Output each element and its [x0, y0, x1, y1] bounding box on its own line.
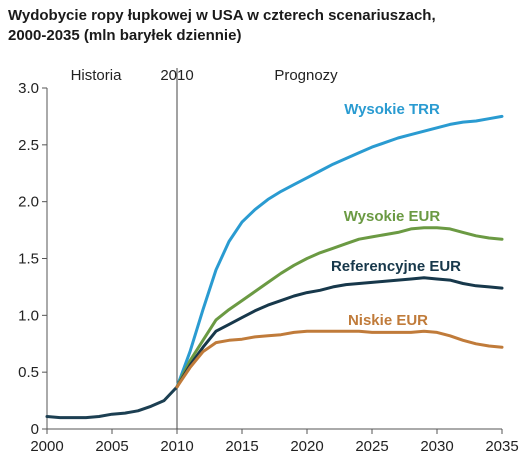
x-tick-label: 2015 — [225, 438, 258, 455]
chart-series-labels: Wysokie TRR Wysokie EUR Referencyjne EUR Ni… — [331, 101, 461, 329]
series-line-referencyjne-eur — [175, 276, 504, 389]
y-tick-label: 2.5 — [18, 137, 39, 154]
history-label: Historia — [71, 67, 123, 84]
series-line-niskie-eur — [175, 329, 504, 389]
x-tick-label: 2010 — [160, 438, 193, 455]
x-tick-label: 2020 — [290, 438, 323, 455]
x-tick-label: 2000 — [30, 438, 63, 455]
chart-series-lines — [45, 114, 504, 420]
y-tick-label: 2.0 — [18, 194, 39, 211]
y-tick-label: 3.0 — [18, 80, 39, 97]
series-label-wysokie-eur: Wysokie EUR — [344, 208, 441, 225]
x-tick-label: 2005 — [95, 438, 128, 455]
divider-year-label: 2010 — [160, 67, 193, 84]
chart-title-line-1: Wydobycie ropy łupkowej w USA w czterech… — [8, 7, 436, 24]
historical-series-line — [45, 385, 179, 420]
x-tick-label: 2035 — [485, 438, 518, 455]
chart-axes: 0 0.5 1.0 1.5 2.0 2.5 3.0 2000 2005 2010 2015 2020 2… — [18, 67, 519, 455]
x-tick-label: 2025 — [355, 438, 388, 455]
y-tick-label: 0 — [31, 421, 39, 438]
series-label-referencyjne-eur: Referencyjne EUR — [331, 258, 461, 275]
y-tick-label: 1.0 — [18, 307, 39, 324]
chart-title-line-2: 2000-2035 (mln baryłek dziennie) — [8, 27, 242, 44]
y-tick-label: 0.5 — [18, 364, 39, 381]
series-line-wysokie-eur — [175, 226, 504, 389]
series-label-wysokie-trr: Wysokie TRR — [344, 101, 440, 118]
chart-title: Wydobycie ropy łupkowej w USA w czterech… — [8, 6, 523, 46]
forecast-label: Prognozy — [274, 67, 338, 84]
x-tick-label: 2030 — [420, 438, 453, 455]
series-line-wysokie-trr — [175, 114, 504, 389]
series-label-niskie-eur: Niskie EUR — [348, 312, 428, 329]
y-tick-label: 1.5 — [18, 251, 39, 268]
